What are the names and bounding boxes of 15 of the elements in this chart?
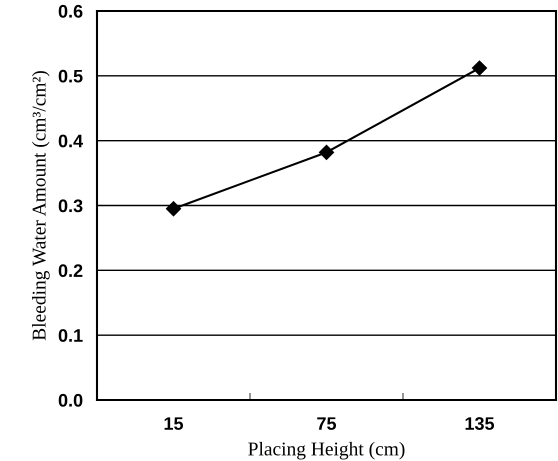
point (472, 60, 488, 76)
x-axis-title: Placing Height (cm) (248, 442, 404, 460)
y-tick-label: 0.1 (58, 329, 83, 342)
x-tick-label: 15 (164, 417, 184, 430)
x-tick-label: 135 (466, 417, 494, 430)
point (318, 144, 334, 160)
x-tick-label: 75 (317, 417, 336, 430)
point (166, 201, 182, 216)
y-tick-label: 0.2 (58, 264, 82, 278)
y-tick-label: 0.3 (58, 199, 82, 212)
y-tick-label: 0.6 (58, 4, 82, 18)
y-tick-label: 0.0 (58, 394, 82, 407)
y-tick-label: 0.4 (58, 134, 84, 148)
y-tick-label: 0.5 (58, 70, 83, 83)
y-axis-title: Bleeding Water Amount (cm³/cm²) (32, 71, 50, 340)
